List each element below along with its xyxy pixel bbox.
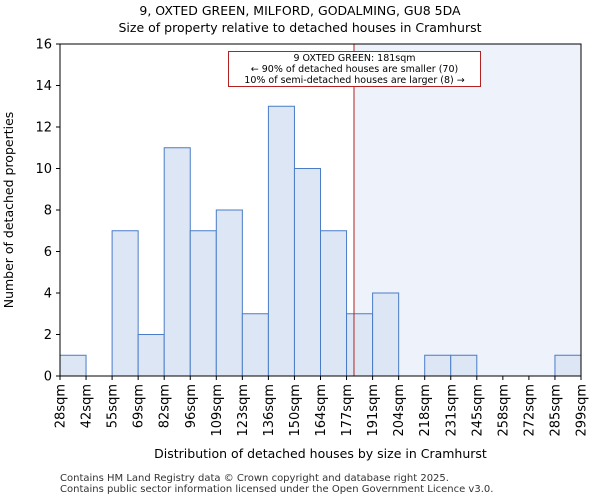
x-tick-label: 96sqm bbox=[184, 384, 199, 428]
histogram-bar bbox=[163, 147, 191, 377]
x-tick-label: 123sqm bbox=[236, 384, 251, 437]
x-tick-label: 191sqm bbox=[366, 384, 381, 437]
x-tick-label: 42sqm bbox=[80, 384, 95, 428]
histogram-bar bbox=[346, 313, 374, 377]
x-tick-label: 272sqm bbox=[522, 384, 537, 437]
x-tick-label: 136sqm bbox=[262, 384, 277, 437]
chart-subtitle: Size of property relative to detached ho… bbox=[118, 20, 482, 35]
histogram-bar bbox=[320, 230, 348, 377]
chart-title: 9, OXTED GREEN, MILFORD, GODALMING, GU8 … bbox=[139, 3, 461, 18]
histogram-bar bbox=[450, 354, 478, 377]
marker-annotation: 9 OXTED GREEN: 181sqm ← 90% of detached … bbox=[228, 51, 481, 87]
y-tick-label: 2 bbox=[44, 328, 52, 343]
x-tick-label: 82sqm bbox=[158, 384, 173, 428]
x-tick-label: 55sqm bbox=[106, 384, 121, 428]
histogram-bar bbox=[189, 230, 217, 377]
footer-line-2: Contains public sector information licen… bbox=[60, 484, 494, 495]
histogram-bar bbox=[241, 313, 269, 377]
histogram-bar bbox=[372, 292, 400, 377]
x-tick-label: 258sqm bbox=[496, 384, 511, 437]
histogram-bar bbox=[267, 105, 295, 377]
y-axis-label: Number of detached properties bbox=[1, 112, 16, 309]
annotation-line-1: 9 OXTED GREEN: 181sqm bbox=[293, 53, 416, 64]
footer-line-1: Contains HM Land Registry data © Crown c… bbox=[60, 473, 449, 484]
x-tick-label: 109sqm bbox=[210, 384, 225, 437]
histogram-bar bbox=[215, 209, 243, 377]
x-tick-label: 285sqm bbox=[548, 384, 563, 437]
x-tick-label: 69sqm bbox=[132, 384, 147, 428]
x-tick-label: 204sqm bbox=[392, 384, 407, 437]
annotation-line-3: 10% of semi-detached houses are larger (… bbox=[244, 75, 465, 86]
x-tick-label: 177sqm bbox=[340, 384, 355, 437]
histogram-bar bbox=[424, 354, 452, 377]
histogram-bar bbox=[111, 230, 139, 377]
histogram-bar bbox=[59, 354, 87, 377]
y-tick-label: 6 bbox=[44, 245, 52, 260]
x-tick-label: 164sqm bbox=[314, 384, 329, 437]
x-tick-label: 245sqm bbox=[470, 384, 485, 437]
y-tick-label: 14 bbox=[35, 79, 52, 94]
y-tick-label: 12 bbox=[35, 121, 52, 136]
histogram-bar bbox=[293, 168, 322, 377]
x-tick-label: 299sqm bbox=[575, 384, 590, 437]
x-tick-label: 150sqm bbox=[288, 384, 303, 437]
y-tick-label: 10 bbox=[35, 162, 52, 177]
x-tick-label: 218sqm bbox=[418, 384, 433, 437]
y-tick-label: 16 bbox=[35, 38, 52, 53]
y-tick-label: 8 bbox=[44, 204, 52, 219]
x-tick-label: 28sqm bbox=[54, 384, 69, 428]
x-axis-label: Distribution of detached houses by size … bbox=[154, 446, 487, 461]
y-tick-label: 0 bbox=[44, 370, 52, 385]
histogram-bar bbox=[554, 354, 582, 377]
y-tick-label: 4 bbox=[44, 287, 52, 302]
annotation-line-2: ← 90% of detached houses are smaller (70… bbox=[250, 64, 459, 75]
histogram-bar bbox=[137, 334, 165, 377]
x-tick-label: 231sqm bbox=[444, 384, 459, 437]
